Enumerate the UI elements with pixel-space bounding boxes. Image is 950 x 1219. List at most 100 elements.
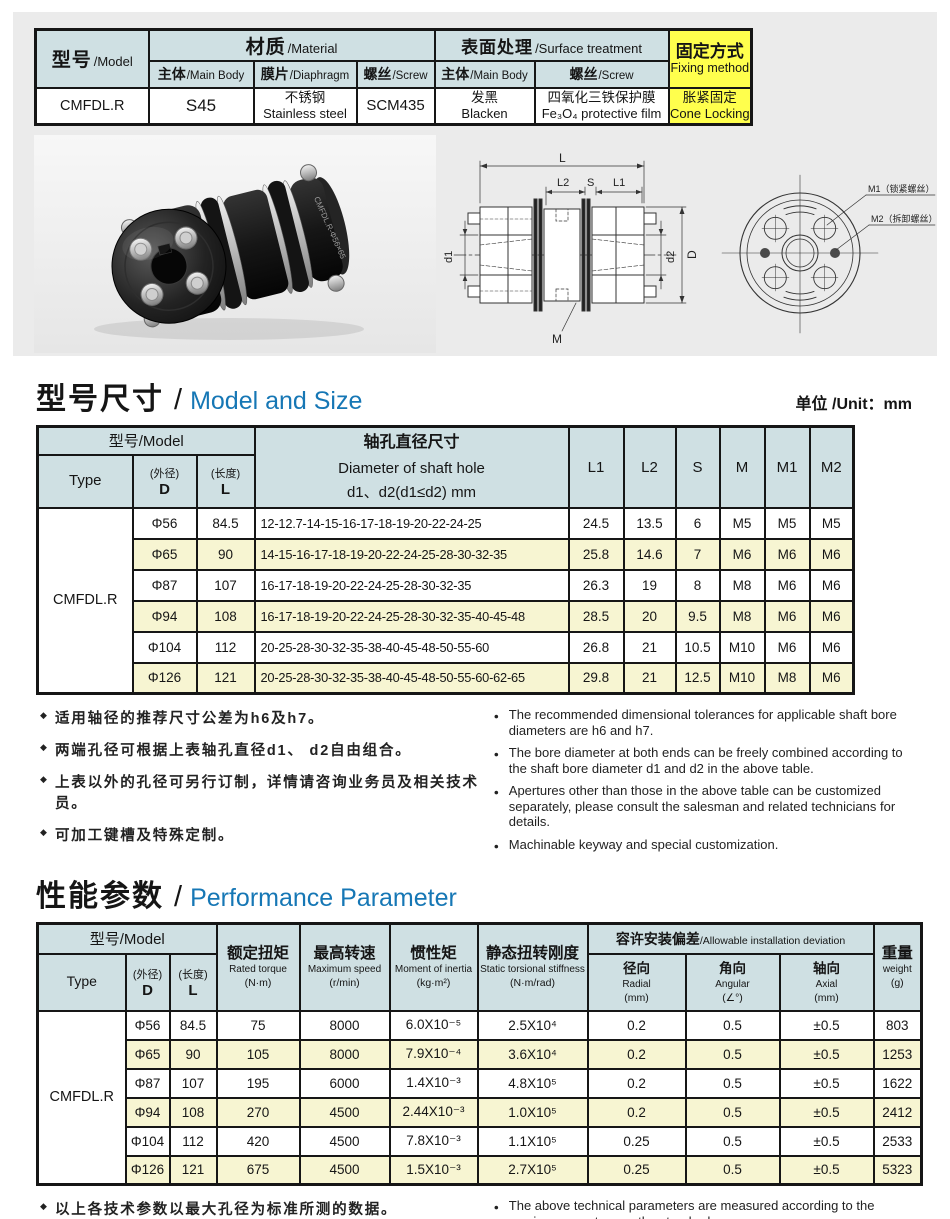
note-item: ● The recommended dimensional tolerances …: [494, 707, 914, 738]
spec-subheader-diaphragm: 膜片/Diaphragm: [252, 59, 358, 89]
cell-angular: 0.5: [684, 1009, 781, 1041]
perf-header-axial: 轴向 Axial (mm): [778, 952, 875, 1012]
cell-stiffness: 2.5X10⁴: [476, 1009, 589, 1041]
cell-weight: 5323: [872, 1154, 923, 1186]
cell-s: 12.5: [674, 661, 721, 695]
cell-speed: 4500: [298, 1154, 391, 1186]
size-notes: ◆ 适用轴径的推荐尺寸公差为h6及h7。 ◆ 两端孔径可根据上表轴孔直径d1、 d2…: [40, 707, 914, 861]
size-row: Φ126 121 20-25-28-30-32-35-38-40-45-48-5…: [38, 661, 855, 695]
dim-label-d1: d1: [443, 251, 455, 263]
cell-radial: 0.2: [586, 1067, 687, 1099]
label-m2-removal-screw: M2（拆卸螺丝）: [871, 213, 938, 224]
diamond-bullet-icon: ◆: [40, 774, 49, 784]
size-row: Φ87 107 16-17-18-19-20-22-24-25-28-30-32…: [38, 568, 855, 602]
cell-angular: 0.5: [684, 1096, 781, 1128]
cell-d: Φ87: [124, 1067, 171, 1099]
cell-stiffness: 1.0X10⁵: [476, 1096, 589, 1128]
cell-radial: 0.25: [586, 1125, 687, 1157]
round-bullet-icon: ●: [493, 749, 499, 759]
note-item: ● The above technical parameters are meas…: [494, 1198, 914, 1219]
technical-drawing: L L2 S L1 d1 d2 D M: [438, 135, 938, 353]
cell-inertia: 6.0X10⁻⁵: [388, 1009, 479, 1041]
cell-l1: 28.5: [567, 599, 625, 633]
note-text: The above technical parameters are measu…: [508, 1198, 875, 1219]
note-item: ● The bore diameter at both ends can be f…: [494, 745, 914, 776]
perf-header-weight: 重量 weight (g): [872, 922, 923, 1012]
perf-row: Φ126 121 675 4500 1.5X10⁻³ 2.7X10⁵ 0.25 …: [38, 1154, 923, 1186]
cell-inertia: 1.4X10⁻³: [388, 1067, 479, 1099]
cell-holes: 12-12.7-14-15-16-17-18-19-20-22-24-25: [253, 506, 570, 540]
perf-header-l: (长度) L: [168, 952, 218, 1012]
cell-m: M8: [718, 568, 766, 602]
round-bullet-icon: ●: [493, 840, 499, 851]
coupling-photo-group: CMFDL.R-Φ56×65: [111, 164, 350, 328]
cell-inertia: 7.8X10⁻³: [388, 1125, 479, 1157]
cell-inertia: 2.44X10⁻³: [388, 1096, 479, 1128]
cell-d: Φ104: [124, 1125, 171, 1157]
perf-section-header: 性能参数 / Performance Parameter: [36, 871, 912, 915]
cell-l2: 20: [622, 599, 677, 633]
cell-m: M8: [718, 599, 766, 633]
cell-holes: 14-15-16-17-18-19-20-22-24-25-28-30-32-3…: [253, 537, 570, 571]
cell-l: 112: [168, 1125, 218, 1157]
note-text: Apertures other than those in the above …: [508, 783, 896, 829]
dim-label-L2: L2: [557, 177, 569, 189]
title-separator: /: [174, 881, 183, 913]
note-text: 上表以外的孔径可另行订制，详情请咨询业务员及相关技术员。: [55, 775, 479, 812]
cell-torque: 105: [215, 1038, 301, 1070]
perf-notes-en: ● The above technical parameters are meas…: [494, 1198, 914, 1219]
perf-header-radial: 径向 Radial (mm): [586, 952, 687, 1012]
perf-title-zh: 性能参数: [36, 880, 164, 913]
cell-l: 107: [168, 1067, 218, 1099]
cell-l1: 26.8: [567, 630, 625, 664]
cell-l2: 21: [622, 661, 677, 695]
perf-header-torque: 额定扭矩 Rated torque (N·m): [215, 922, 301, 1012]
cell-axial: ±0.5: [778, 1096, 875, 1128]
perf-row: Φ87 107 195 6000 1.4X10⁻³ 4.8X10⁵ 0.2 0.…: [38, 1067, 923, 1099]
cell-torque: 675: [215, 1154, 301, 1186]
perf-notes-zh: ◆以上各技术参数以最大孔径为标准所测的数据。 ◆偏心、偏角、轴向振幅均为单项容许…: [40, 1198, 484, 1219]
label-m1-locking-screw: M1（锁紧螺丝）: [868, 183, 935, 194]
note-item: ● Apertures other than those in the above…: [494, 783, 914, 830]
cell-l2: 14.6: [622, 537, 677, 571]
spec-header-fixing: 固定方式 Fixing method: [667, 28, 753, 89]
perf-header-speed: 最高转速 Maximum speed (r/min): [298, 922, 391, 1012]
cell-d: Φ94: [124, 1096, 171, 1128]
cell-m1: M6: [763, 568, 811, 602]
spec-value-main-body: S45: [147, 86, 255, 126]
cell-m: M5: [718, 506, 766, 540]
cell-stiffness: 2.7X10⁵: [476, 1154, 589, 1186]
cell-weight: 2412: [872, 1096, 923, 1128]
front-view-labels: M1（锁紧螺丝） M2（拆卸螺丝）: [868, 183, 938, 224]
size-table: 型号/Model 轴孔直径尺寸 Diameter of shaft hole d…: [36, 425, 855, 695]
note-text: 适用轴径的推荐尺寸公差为h6及h7。: [55, 711, 325, 727]
note-item: ◆ 两端孔径可根据上表轴孔直径d1、 d2自由组合。: [40, 739, 484, 760]
note-text: 以上各技术参数以最大孔径为标准所测的数据。: [55, 1202, 398, 1218]
cell-d: Φ87: [131, 568, 198, 602]
front-bolts: [129, 226, 209, 306]
diamond-bullet-icon: ◆: [40, 827, 49, 837]
perf-title-en: Performance Parameter: [190, 884, 457, 912]
perf-header-model: 型号/Model: [36, 922, 218, 955]
cell-l: 108: [168, 1096, 218, 1128]
note-item: ◆ 以上各技术参数以最大孔径为标准所测的数据。: [40, 1198, 484, 1219]
cell-axial: ±0.5: [778, 1154, 875, 1186]
note-text: The recommended dimensional tolerances f…: [508, 707, 897, 738]
cell-s: 8: [674, 568, 721, 602]
perf-row: Φ94 108 270 4500 2.44X10⁻³ 1.0X10⁵ 0.2 0…: [38, 1096, 923, 1128]
cell-angular: 0.5: [684, 1038, 781, 1070]
note-text: The bore diameter at both ends can be fr…: [508, 745, 903, 776]
note-item: ● Machinable keyway and special customiza…: [494, 837, 914, 855]
note-item: ◆ 上表以外的孔径可另行订制，详情请咨询业务员及相关技术员。: [40, 771, 484, 813]
size-header-l1: L1: [567, 425, 625, 509]
cell-m1: M6: [763, 599, 811, 633]
spec-subheader-surface-screw: 螺丝/Screw: [533, 59, 670, 89]
cell-radial: 0.2: [586, 1038, 687, 1070]
cell-m2: M6: [808, 568, 855, 602]
cell-l: 90: [168, 1038, 218, 1070]
size-header-l: (长度) L: [195, 453, 256, 509]
cell-l1: 25.8: [567, 537, 625, 571]
unit-label: 单位 /Unit：mm: [795, 396, 912, 413]
note-item: ◆ 适用轴径的推荐尺寸公差为h6及h7。: [40, 707, 484, 728]
